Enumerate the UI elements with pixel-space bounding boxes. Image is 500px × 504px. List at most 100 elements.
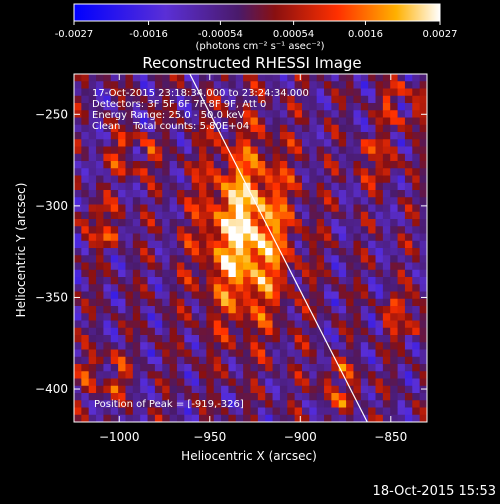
heatmap-cell bbox=[118, 298, 127, 307]
heatmap-cell bbox=[243, 226, 252, 235]
heatmap-cell bbox=[96, 306, 105, 314]
heatmap-cell bbox=[338, 240, 347, 249]
heatmap-cell bbox=[118, 277, 127, 285]
heatmap-cell bbox=[346, 414, 355, 422]
heatmap-cell bbox=[147, 226, 156, 235]
heatmap-cell bbox=[162, 117, 171, 126]
heatmap-cell bbox=[81, 103, 90, 111]
heatmap-cell bbox=[110, 74, 119, 82]
heatmap-cell bbox=[235, 262, 244, 271]
heatmap-cell bbox=[213, 371, 222, 380]
heatmap-cell bbox=[213, 407, 222, 416]
heatmap-cell bbox=[103, 284, 112, 293]
heatmap-cell bbox=[412, 269, 421, 278]
heatmap-cell bbox=[368, 385, 377, 394]
heatmap-cell bbox=[184, 219, 193, 227]
heatmap-cell bbox=[250, 124, 259, 133]
heatmap-cell bbox=[412, 211, 421, 220]
heatmap-cell bbox=[147, 81, 156, 90]
heatmap-cell bbox=[184, 364, 193, 372]
heatmap-cell bbox=[235, 226, 244, 235]
heatmap-cell bbox=[221, 320, 230, 329]
heatmap-cell bbox=[191, 342, 200, 351]
heatmap-cell bbox=[346, 248, 355, 256]
heatmap-cell bbox=[206, 407, 215, 416]
heatmap-cell bbox=[382, 132, 391, 140]
heatmap-cell bbox=[191, 233, 200, 242]
heatmap-cell bbox=[257, 262, 266, 271]
heatmap-cell bbox=[412, 161, 421, 169]
heatmap-cell bbox=[213, 313, 222, 322]
heatmap-cell bbox=[397, 132, 406, 140]
plot-frame bbox=[73, 73, 428, 423]
heatmap-cell bbox=[213, 269, 222, 278]
heatmap-cell bbox=[272, 356, 281, 365]
heatmap-cell bbox=[250, 306, 259, 314]
heatmap-cell bbox=[419, 175, 427, 184]
heatmap-cell bbox=[265, 378, 274, 387]
heatmap-cell bbox=[132, 161, 141, 169]
heatmap-cell bbox=[184, 117, 193, 126]
heatmap-cell bbox=[382, 335, 391, 343]
heatmap-cell bbox=[309, 291, 318, 300]
heatmap-cell bbox=[353, 291, 362, 300]
heatmap-cell bbox=[265, 284, 274, 293]
heatmap-cell bbox=[390, 378, 399, 387]
heatmap-cell bbox=[74, 284, 82, 293]
heatmap-cell bbox=[265, 153, 274, 162]
heatmap-cell bbox=[301, 262, 310, 271]
annotation-energy-range: Energy Range: 25.0 - 50.0 keV bbox=[92, 110, 245, 121]
heatmap-cell bbox=[404, 161, 413, 169]
heatmap-cell bbox=[390, 262, 399, 271]
heatmap-cell bbox=[140, 197, 149, 206]
heatmap-cell bbox=[360, 226, 369, 235]
heatmap-cell bbox=[331, 248, 340, 256]
heatmap-cell bbox=[375, 306, 384, 314]
heatmap-cell bbox=[154, 219, 163, 227]
heatmap-cell bbox=[419, 327, 427, 336]
heatmap-cell bbox=[103, 124, 112, 133]
heatmap-cell bbox=[353, 110, 362, 119]
heatmap-cell bbox=[257, 284, 266, 293]
heatmap-cell bbox=[88, 248, 97, 256]
heatmap-cell bbox=[346, 211, 355, 220]
heatmap-cell bbox=[265, 335, 274, 343]
heatmap-cell bbox=[257, 371, 266, 380]
heatmap-cell bbox=[206, 269, 215, 278]
heatmap-cell bbox=[81, 161, 90, 169]
heatmap-cell bbox=[154, 414, 163, 422]
heatmap-cell bbox=[96, 400, 105, 409]
heatmap-cell bbox=[110, 132, 119, 140]
heatmap-cell bbox=[191, 371, 200, 380]
annotation-detectors: Detectors: 3F 5F 6F 7F 8F 9F, Att 0 bbox=[92, 99, 266, 110]
heatmap-cell bbox=[272, 197, 281, 206]
heatmap-cell bbox=[118, 153, 127, 162]
heatmap-cell bbox=[272, 291, 281, 300]
heatmap-cell bbox=[191, 255, 200, 264]
heatmap-cell bbox=[316, 385, 325, 394]
heatmap-cell bbox=[243, 233, 252, 242]
heatmap-cell bbox=[184, 110, 193, 119]
heatmap-cell bbox=[397, 269, 406, 278]
heatmap-cell bbox=[346, 74, 355, 82]
heatmap-cell bbox=[191, 320, 200, 329]
heatmap-cell bbox=[140, 139, 149, 148]
heatmap-cell bbox=[397, 226, 406, 235]
heatmap-cell bbox=[272, 335, 281, 343]
heatmap-cell bbox=[96, 139, 105, 148]
heatmap-cell bbox=[206, 153, 215, 162]
heatmap-cell bbox=[206, 146, 215, 155]
heatmap-cell bbox=[397, 117, 406, 126]
heatmap-cell bbox=[110, 407, 119, 416]
heatmap-cell bbox=[221, 255, 230, 264]
heatmap-cell bbox=[213, 146, 222, 155]
heatmap-cell bbox=[412, 371, 421, 380]
heatmap-cell bbox=[176, 298, 185, 307]
heatmap-cell bbox=[88, 240, 97, 249]
heatmap-cell bbox=[199, 204, 207, 213]
heatmap-cell bbox=[228, 349, 237, 358]
heatmap-cell bbox=[199, 385, 207, 394]
heatmap-cell bbox=[419, 88, 427, 97]
heatmap-cell bbox=[154, 400, 163, 409]
heatmap-cell bbox=[360, 168, 369, 177]
